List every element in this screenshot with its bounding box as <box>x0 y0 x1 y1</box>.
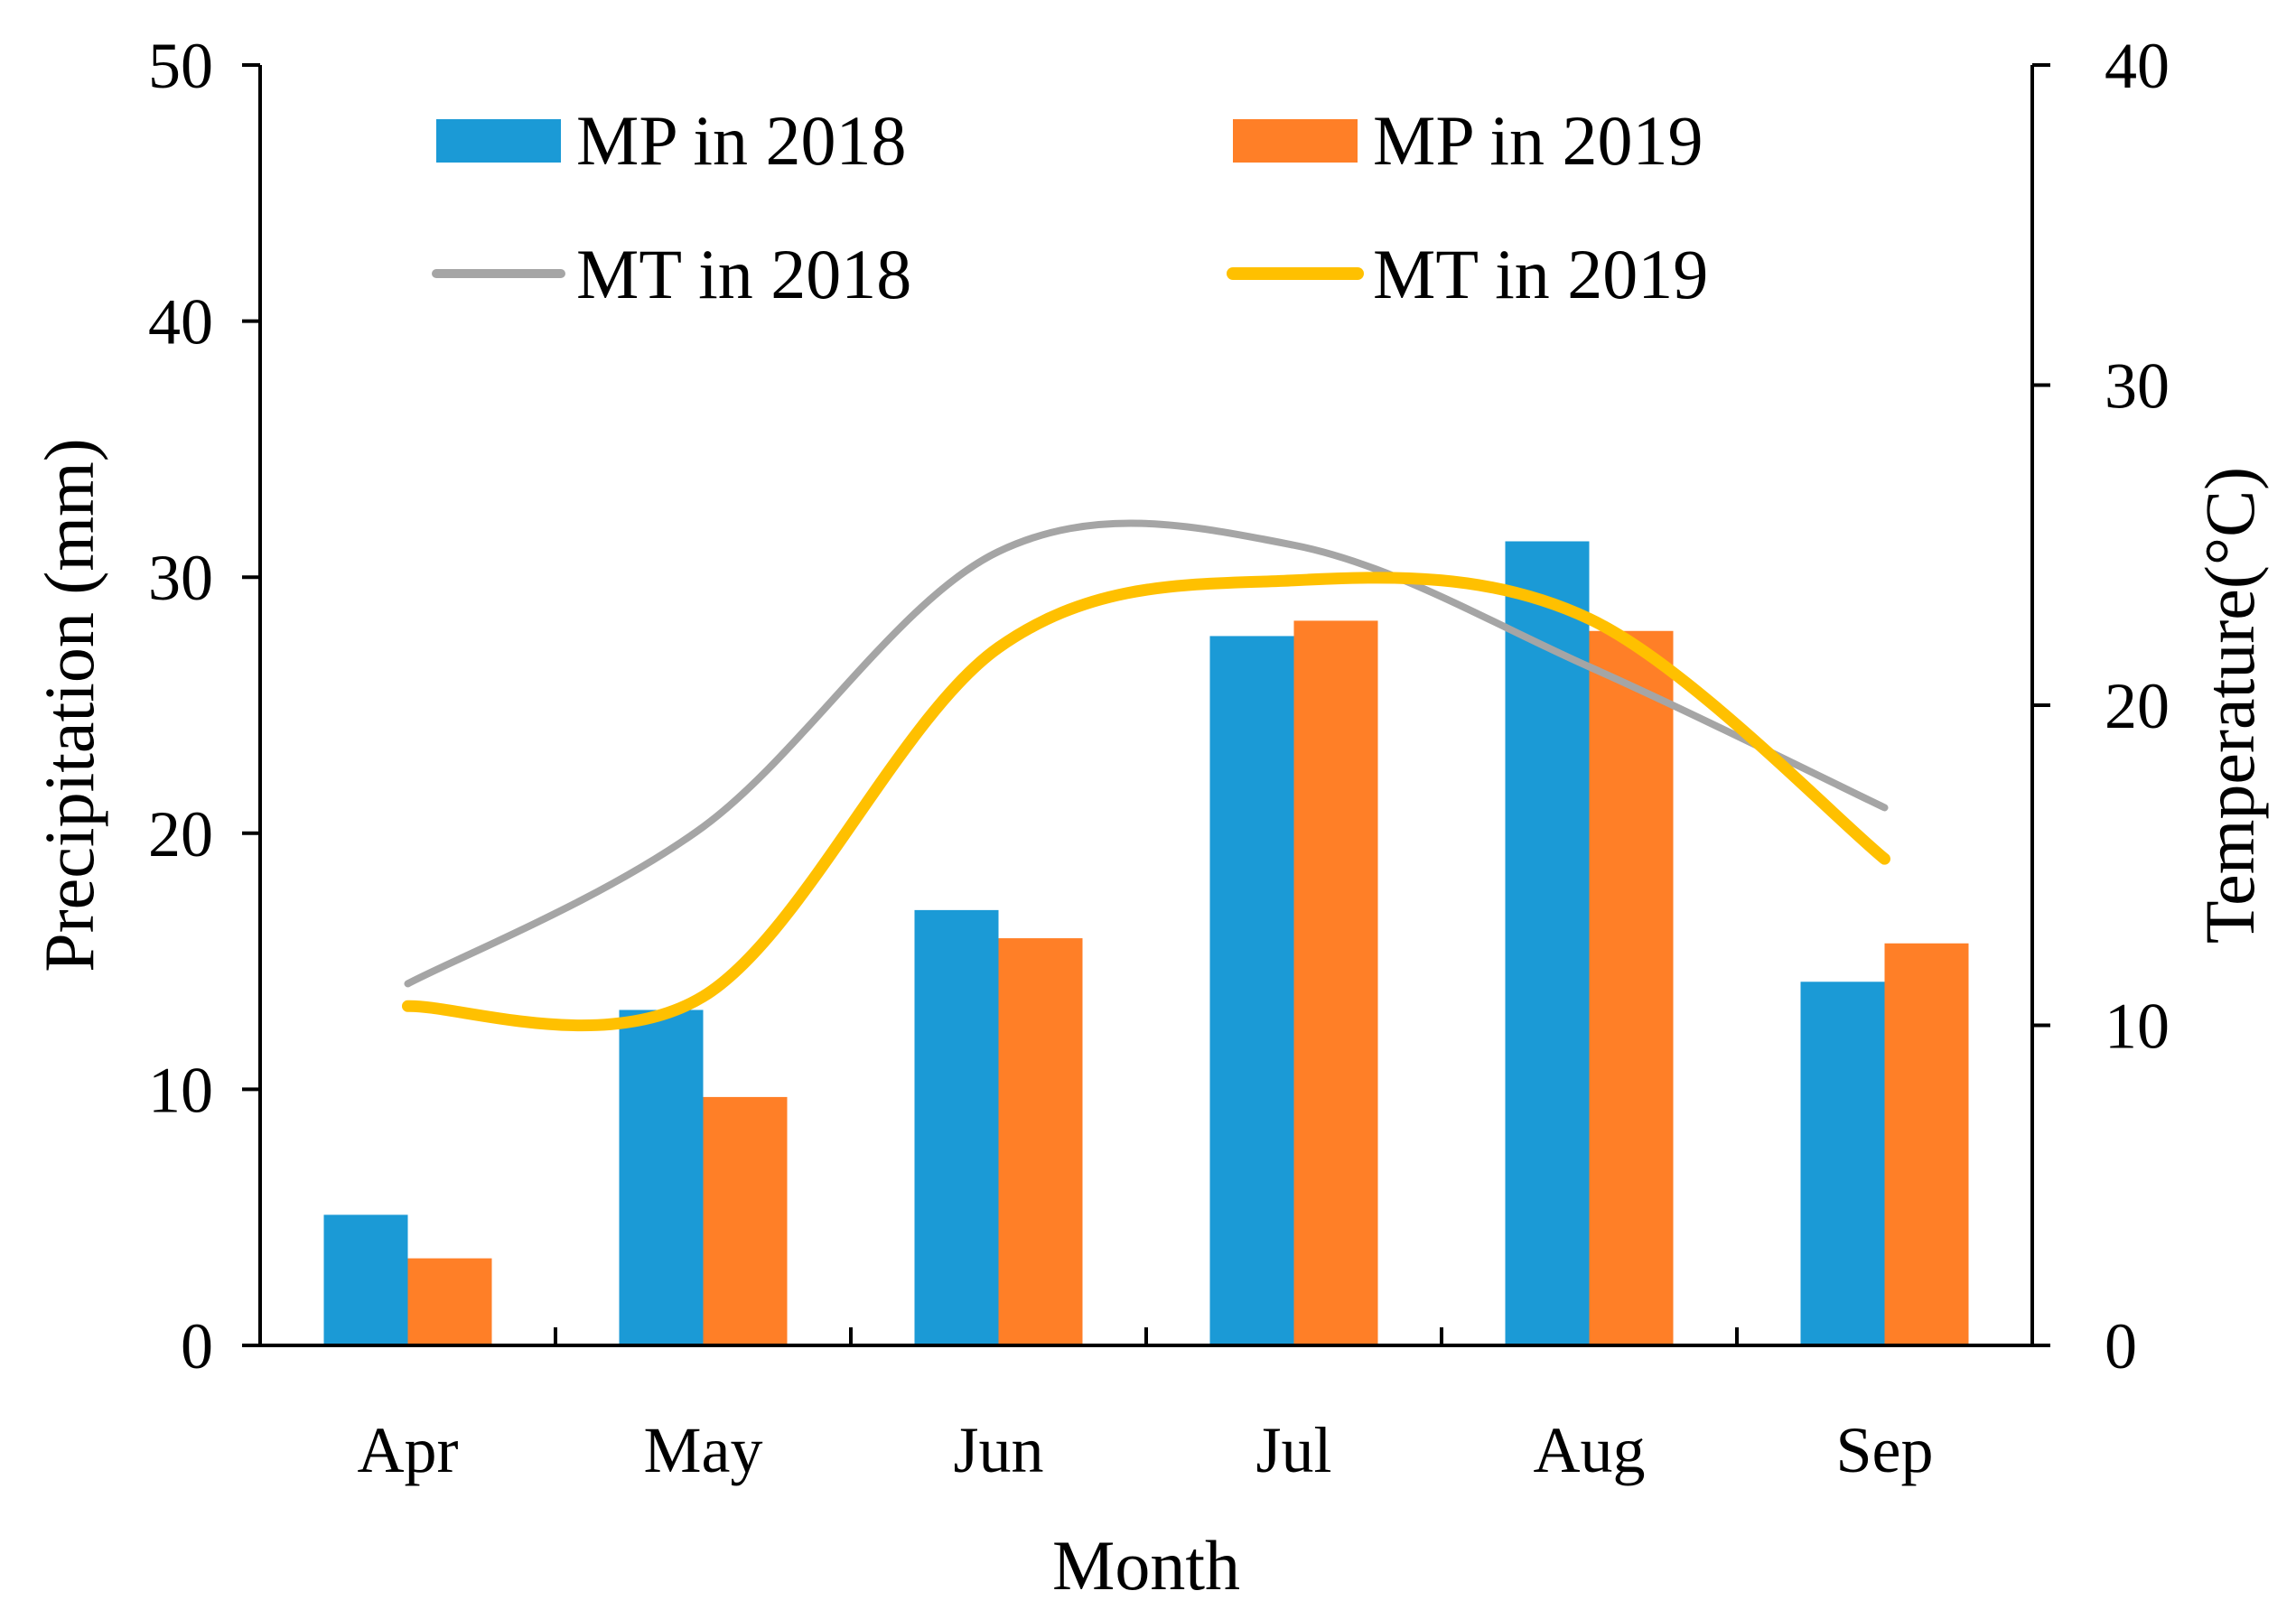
bar-layer <box>323 541 1969 1345</box>
legend-label-mp-2019: MP in 2019 <box>1373 101 1703 180</box>
legend-label-mp-2018: MP in 2018 <box>576 101 907 180</box>
bar-mp-in-2018-jul <box>1209 636 1294 1345</box>
y2-tick-label: 20 <box>2105 670 2170 742</box>
y-tick-label: 30 <box>148 542 213 614</box>
bar-mp-in-2019-sep <box>1884 943 1969 1345</box>
x-axis-title: Month <box>1052 1526 1240 1605</box>
y2-tick-label: 40 <box>2105 30 2170 102</box>
line-mt-in-2018 <box>404 519 1889 988</box>
legend-label-mt-2019: MT in 2019 <box>1373 235 1708 313</box>
line-mt-in-2019 <box>402 572 1890 1032</box>
y-tick-label: 20 <box>148 798 213 870</box>
bar-mp-in-2018-jun <box>914 909 999 1345</box>
legend-swatch-mp-2018 <box>436 119 561 163</box>
y-tick-label: 40 <box>148 286 213 358</box>
x-tick-label-jun: Jun <box>953 1414 1043 1486</box>
bar-mp-in-2019-jun <box>998 938 1083 1345</box>
legend-label-mt-2018: MT in 2018 <box>576 235 911 313</box>
bar-mp-in-2019-jul <box>1293 620 1378 1345</box>
tick-layer: 0 10 20 30 40 50 0 10 20 30 40 Apr May Jun Jul Aug Sep <box>148 30 2170 1486</box>
y-tick-label: 0 <box>181 1310 213 1382</box>
bar-mp-in-2018-aug <box>1505 541 1590 1345</box>
x-tick-label-apr: Apr <box>358 1414 459 1486</box>
x-tick-label-may: May <box>644 1414 763 1486</box>
bar-mp-in-2018-apr <box>323 1214 408 1345</box>
y2-tick-label: 30 <box>2105 350 2170 423</box>
y-axis-title: Precipitation (mm) <box>30 438 108 972</box>
bar-mp-in-2019-may <box>703 1096 788 1345</box>
legend-swatch-mp-2019 <box>1233 119 1358 163</box>
y2-axis-title: Temperature(°C) <box>2190 467 2269 944</box>
bar-mp-in-2019-apr <box>407 1258 492 1345</box>
line-layer <box>402 519 1890 1032</box>
y-tick-label: 50 <box>148 30 213 102</box>
axes-layer <box>258 65 2034 1347</box>
legend: MP in 2018 MP in 2019 MT in 2018 MT in 2… <box>432 101 1708 313</box>
y-tick-label: 10 <box>148 1054 213 1126</box>
x-tick-label-sep: Sep <box>1836 1414 1934 1486</box>
x-tick-label-jul: Jul <box>1255 1414 1331 1486</box>
x-tick-label-aug: Aug <box>1534 1414 1646 1486</box>
y2-tick-label: 0 <box>2105 1310 2137 1382</box>
y2-tick-label: 10 <box>2105 991 2170 1063</box>
bar-mp-in-2018-may <box>619 1010 704 1345</box>
bar-mp-in-2018-sep <box>1800 982 1885 1345</box>
bar-mp-in-2019-aug <box>1589 630 1674 1345</box>
